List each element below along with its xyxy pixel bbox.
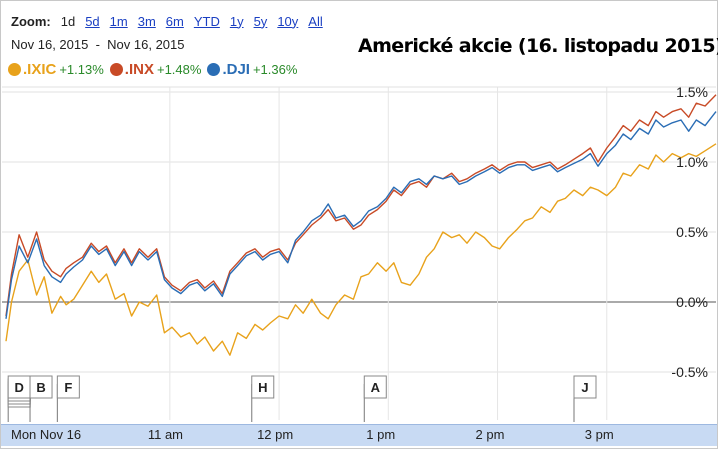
legend-series-change: +1.48% <box>156 62 202 77</box>
y-tick-label: 1.5% <box>676 84 708 100</box>
zoom-option-all[interactable]: All <box>308 13 323 29</box>
x-tick-label: 2 pm <box>475 427 505 442</box>
legend-dot-icon <box>109 63 123 76</box>
series-line-ixic <box>5 143 717 356</box>
legend-dot-icon <box>207 63 221 76</box>
legend: .IXIC +1.13% .INX +1.48% .DJI +1.36% <box>8 61 303 78</box>
flag-box <box>251 375 275 399</box>
legend-item[interactable]: .DJI +1.36% <box>207 61 297 78</box>
zoom-option-1m[interactable]: 1m <box>109 13 128 29</box>
x-tick-label: 3 pm <box>584 427 614 442</box>
x-axis-bar <box>1 424 717 446</box>
x-tick-label: 12 pm <box>257 427 294 442</box>
zoom-option-3m[interactable]: 3m <box>137 13 156 29</box>
event-flag-h[interactable]: H <box>251 375 275 422</box>
x-tick-label: 1 pm <box>366 427 396 442</box>
zoom-option-5d[interactable]: 5d <box>85 13 100 29</box>
event-flag-a[interactable]: A <box>363 375 387 422</box>
legend-series-name: .DJI <box>222 61 250 78</box>
y-tick-label: 0.5% <box>676 224 708 240</box>
legend-dot-icon <box>8 63 21 76</box>
flag-box <box>56 375 80 399</box>
date-range-end: Nov 16, 2015 <box>107 37 185 52</box>
date-range-start: Nov 16, 2015 <box>11 37 89 52</box>
zoom-option-ytd[interactable]: YTD <box>193 13 220 29</box>
y-tick-label: 1.0% <box>676 154 708 170</box>
x-tick-label: Mon Nov 16 <box>11 427 82 442</box>
flag-box <box>29 375 53 399</box>
y-axis: 1.5% 1.0% 0.5% 0.0% -0.5% <box>671 84 708 380</box>
legend-series-name: .INX <box>124 61 154 78</box>
zoom-option-6m[interactable]: 6m <box>165 13 184 29</box>
zoom-bar: Zoom: 1d 5d 1m 3m 6m YTD 1y 5y 10y All <box>11 12 333 30</box>
flag-label: J <box>581 380 588 395</box>
flag-label: F <box>64 380 72 395</box>
y-tick-label: 0.0% <box>676 294 708 310</box>
legend-item[interactable]: .INX +1.48% <box>109 61 202 78</box>
flag-box <box>363 375 387 399</box>
flag-label: H <box>258 380 267 395</box>
event-flag-d[interactable]: D <box>7 375 31 422</box>
event-flag-b[interactable]: B <box>29 375 53 422</box>
series-line-inx <box>5 94 717 317</box>
zoom-option-1y[interactable]: 1y <box>229 13 244 29</box>
series-layer <box>5 94 717 356</box>
date-range: Nov 16, 2015 - Nov 16, 2015 <box>11 37 185 52</box>
legend-series-name: .IXIC <box>23 61 57 78</box>
flag-label: B <box>36 380 45 395</box>
series-line-dji <box>5 111 717 319</box>
flag-box <box>573 375 597 399</box>
zoom-option-10y[interactable]: 10y <box>277 13 299 29</box>
y-tick-label: -0.5% <box>671 364 708 380</box>
event-flag-j[interactable]: J <box>573 375 597 422</box>
zoom-options: 1d 5d 1m 3m 6m YTD 1y 5y 10y All <box>61 14 333 29</box>
grid <box>2 86 716 420</box>
legend-series-change: +1.13% <box>59 62 104 77</box>
flag-label: A <box>371 380 381 395</box>
event-flag-f[interactable]: F <box>56 375 80 422</box>
chart-title: Americké akcie (16. listopadu 2015) <box>358 35 718 57</box>
flag-label: D <box>14 380 23 395</box>
legend-series-change: +1.36% <box>252 62 298 77</box>
zoom-option-5y[interactable]: 5y <box>253 13 268 29</box>
zoom-option-1d[interactable]: 1d <box>60 13 76 29</box>
legend-item[interactable]: .IXIC +1.13% <box>8 61 104 78</box>
zoom-label: Zoom: <box>11 13 51 29</box>
x-tick-label: 11 am <box>147 427 184 442</box>
date-range-separator: - <box>95 37 100 52</box>
